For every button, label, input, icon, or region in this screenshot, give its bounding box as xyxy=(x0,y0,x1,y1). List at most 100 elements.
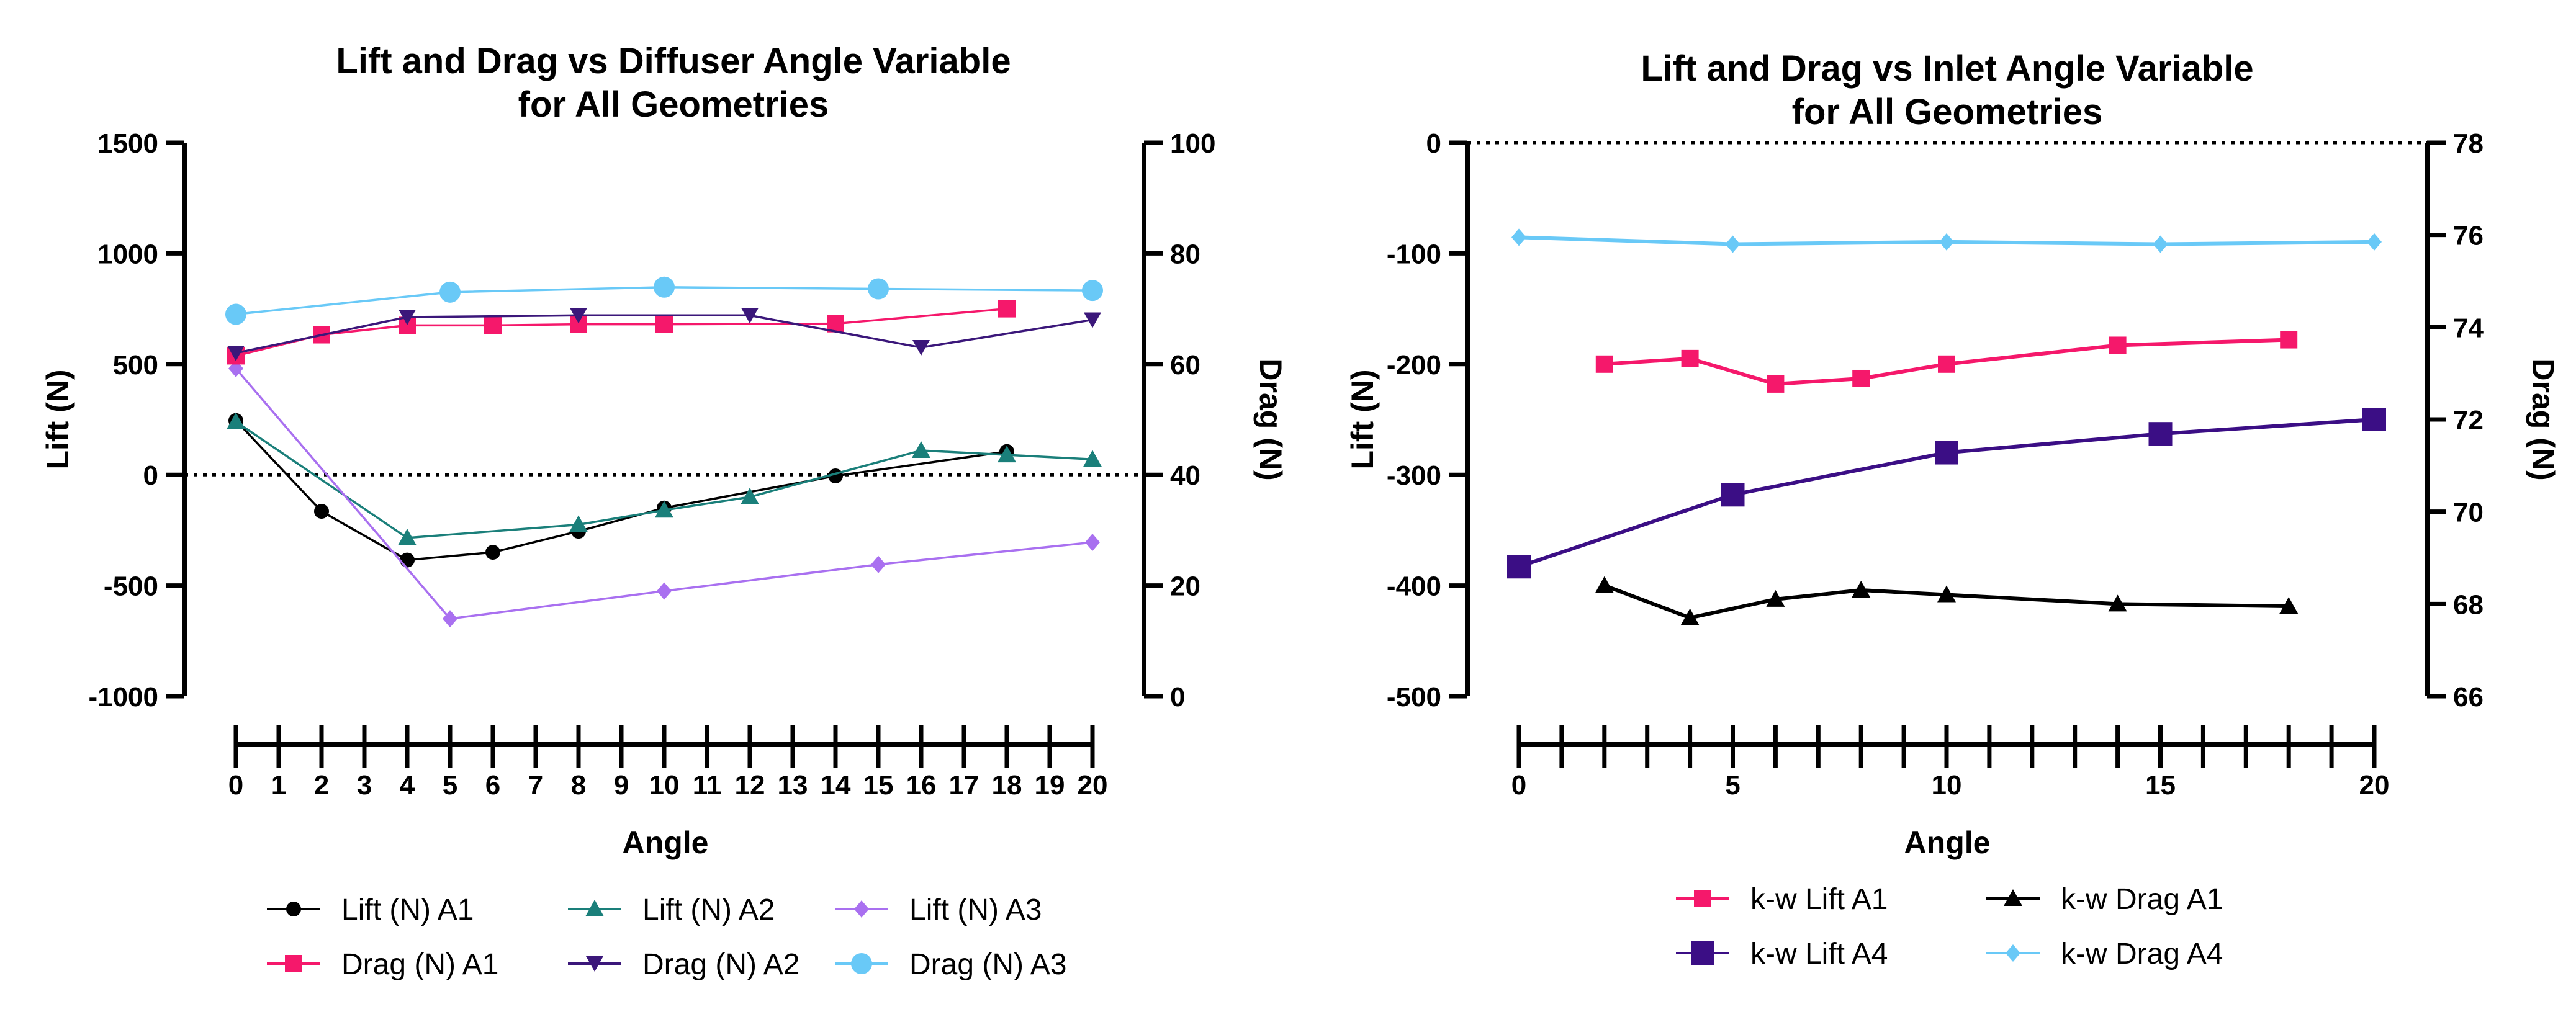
x-tick-label: 20 xyxy=(1078,770,1108,800)
data-point-k-w-lift-a4 xyxy=(1935,441,1958,465)
right-y-tick-label: 70 xyxy=(2453,498,2484,528)
right-y-tick-label: 68 xyxy=(2453,589,2484,620)
x-tick-label: 1 xyxy=(271,770,286,800)
right-y-tick-label: 76 xyxy=(2453,221,2484,251)
left-y-tick-label: -200 xyxy=(1387,350,1441,380)
chart-title-line: for All Geometries xyxy=(1792,92,2103,132)
right-y-tick-label: 66 xyxy=(2453,682,2484,712)
x-tick-label: 4 xyxy=(400,770,415,800)
data-point-lift-n-a1 xyxy=(400,552,415,568)
data-point-k-w-drag-a1 xyxy=(1595,576,1614,593)
legend-marker xyxy=(2006,944,2020,962)
legend-label: k-w Lift A4 xyxy=(1750,938,1888,970)
x-tick-label: 15 xyxy=(863,770,894,800)
data-point-drag-n-a2 xyxy=(570,308,587,324)
data-point-lift-n-a1 xyxy=(485,545,500,560)
x-tick-label: 5 xyxy=(1725,770,1740,800)
right-y-tick-label: 74 xyxy=(2453,313,2484,343)
x-tick-label: 10 xyxy=(649,770,680,800)
data-point-k-w-drag-a1 xyxy=(2279,597,2299,614)
data-point-lift-n-a3 xyxy=(443,610,457,628)
data-point-k-w-lift-a4 xyxy=(1721,483,1745,507)
chart-1: Lift and Drag vs Diffuser Angle Variable… xyxy=(40,41,1288,981)
chart-2: Lift and Drag vs Inlet Angle Variablefor… xyxy=(1345,48,2560,970)
data-point-k-w-lift-a4 xyxy=(1507,555,1531,579)
x-tick-label: 0 xyxy=(1511,770,1526,800)
x-tick-label: 19 xyxy=(1035,770,1065,800)
left-y-tick-label: 500 xyxy=(113,350,158,380)
data-point-lift-n-a2 xyxy=(912,441,930,458)
left-y-axis-label: Lift (N) xyxy=(40,369,75,469)
x-tick-label: 11 xyxy=(693,770,722,800)
left-y-tick-label: -1000 xyxy=(88,682,158,712)
series-k-w-drag-a1 xyxy=(1595,576,2299,625)
series-line-drag-n-a1 xyxy=(235,307,1007,357)
data-point-lift-n-a2 xyxy=(569,515,588,532)
data-point-drag-n-a3 xyxy=(225,303,246,325)
x-tick-label: 17 xyxy=(949,770,980,800)
legend-marker xyxy=(1691,941,1714,965)
data-point-k-w-drag-a4 xyxy=(2367,233,2382,251)
chart-title-line: Lift and Drag vs Diffuser Angle Variable xyxy=(336,41,1011,81)
x-tick-label: 2 xyxy=(314,770,329,800)
x-tick-label: 9 xyxy=(614,770,629,800)
x-tick-label: 3 xyxy=(357,770,372,800)
data-point-lift-n-a2 xyxy=(998,446,1016,463)
legend-label: k-w Drag A4 xyxy=(2061,938,2223,970)
legend-label: Lift (N) A3 xyxy=(909,894,1042,926)
right-y-tick-label: 78 xyxy=(2453,128,2484,159)
legend-label: Lift (N) A2 xyxy=(642,894,775,926)
data-point-drag-n-a2 xyxy=(227,345,245,361)
legend-marker xyxy=(1694,890,1711,907)
x-tick-label: 6 xyxy=(485,770,500,800)
x-tick-label: 14 xyxy=(821,770,851,800)
data-point-lift-n-a3 xyxy=(1085,534,1100,552)
x-tick-label: 0 xyxy=(228,770,243,800)
legend-entry-drag-n-a3: Drag (N) A3 xyxy=(835,948,1066,981)
data-point-k-w-drag-a1 xyxy=(1937,585,1956,603)
series-k-w-lift-a4 xyxy=(1507,408,2386,579)
x-tick-label: 13 xyxy=(778,770,808,800)
data-point-drag-n-a3 xyxy=(1082,280,1103,302)
data-point-lift-n-a3 xyxy=(871,555,886,573)
right-y-tick-label: 20 xyxy=(1170,571,1200,602)
left-y-tick-label: -100 xyxy=(1387,239,1441,269)
x-tick-label: 18 xyxy=(992,770,1022,800)
data-point-lift-n-a2 xyxy=(227,412,245,429)
legend-marker xyxy=(285,955,302,972)
legend-entry-k-w-lift-a1: k-w Lift A1 xyxy=(1676,883,1888,916)
data-point-lift-n-a1 xyxy=(314,504,329,519)
data-point-k-w-drag-a4 xyxy=(1939,233,1954,251)
data-point-k-w-lift-a1 xyxy=(2280,331,2298,349)
legend-label: Lift (N) A1 xyxy=(341,894,474,926)
series-line-lift-n-a1 xyxy=(235,419,1007,562)
left-y-tick-label: -500 xyxy=(104,571,158,602)
legend-entry-k-w-drag-a4: k-w Drag A4 xyxy=(1986,938,2223,970)
data-point-k-w-lift-a1 xyxy=(1852,369,1870,387)
x-tick-label: 15 xyxy=(2145,770,2176,800)
data-point-lift-n-a3 xyxy=(657,582,672,600)
left-y-axis-label: Lift (N) xyxy=(1345,369,1380,469)
data-point-drag-n-a3 xyxy=(654,276,675,298)
data-point-k-w-lift-a1 xyxy=(1767,375,1785,393)
data-point-k-w-drag-a4 xyxy=(1725,235,1741,253)
x-tick-label: 8 xyxy=(571,770,586,800)
right-y-tick-label: 100 xyxy=(1170,128,1215,159)
series-drag-n-a3 xyxy=(225,276,1103,325)
legend-marker xyxy=(586,956,603,972)
chart-title-line: Lift and Drag vs Inlet Angle Variable xyxy=(1641,48,2253,89)
left-y-tick-label: 0 xyxy=(143,460,158,491)
data-point-drag-n-a1 xyxy=(655,315,673,333)
legend-label: k-w Lift A1 xyxy=(1750,883,1888,916)
data-point-lift-n-a2 xyxy=(398,528,417,545)
right-y-tick-label: 80 xyxy=(1170,239,1200,269)
data-point-k-w-lift-a1 xyxy=(2109,336,2127,354)
data-point-k-w-lift-a4 xyxy=(2148,422,2173,446)
right-y-tick-label: 60 xyxy=(1170,350,1200,380)
x-axis-label: Angle xyxy=(1904,825,1991,860)
left-y-tick-label: 0 xyxy=(1426,128,1441,159)
data-point-drag-n-a1 xyxy=(484,316,502,334)
legend-marker xyxy=(851,953,872,974)
left-y-tick-label: -300 xyxy=(1387,460,1441,491)
